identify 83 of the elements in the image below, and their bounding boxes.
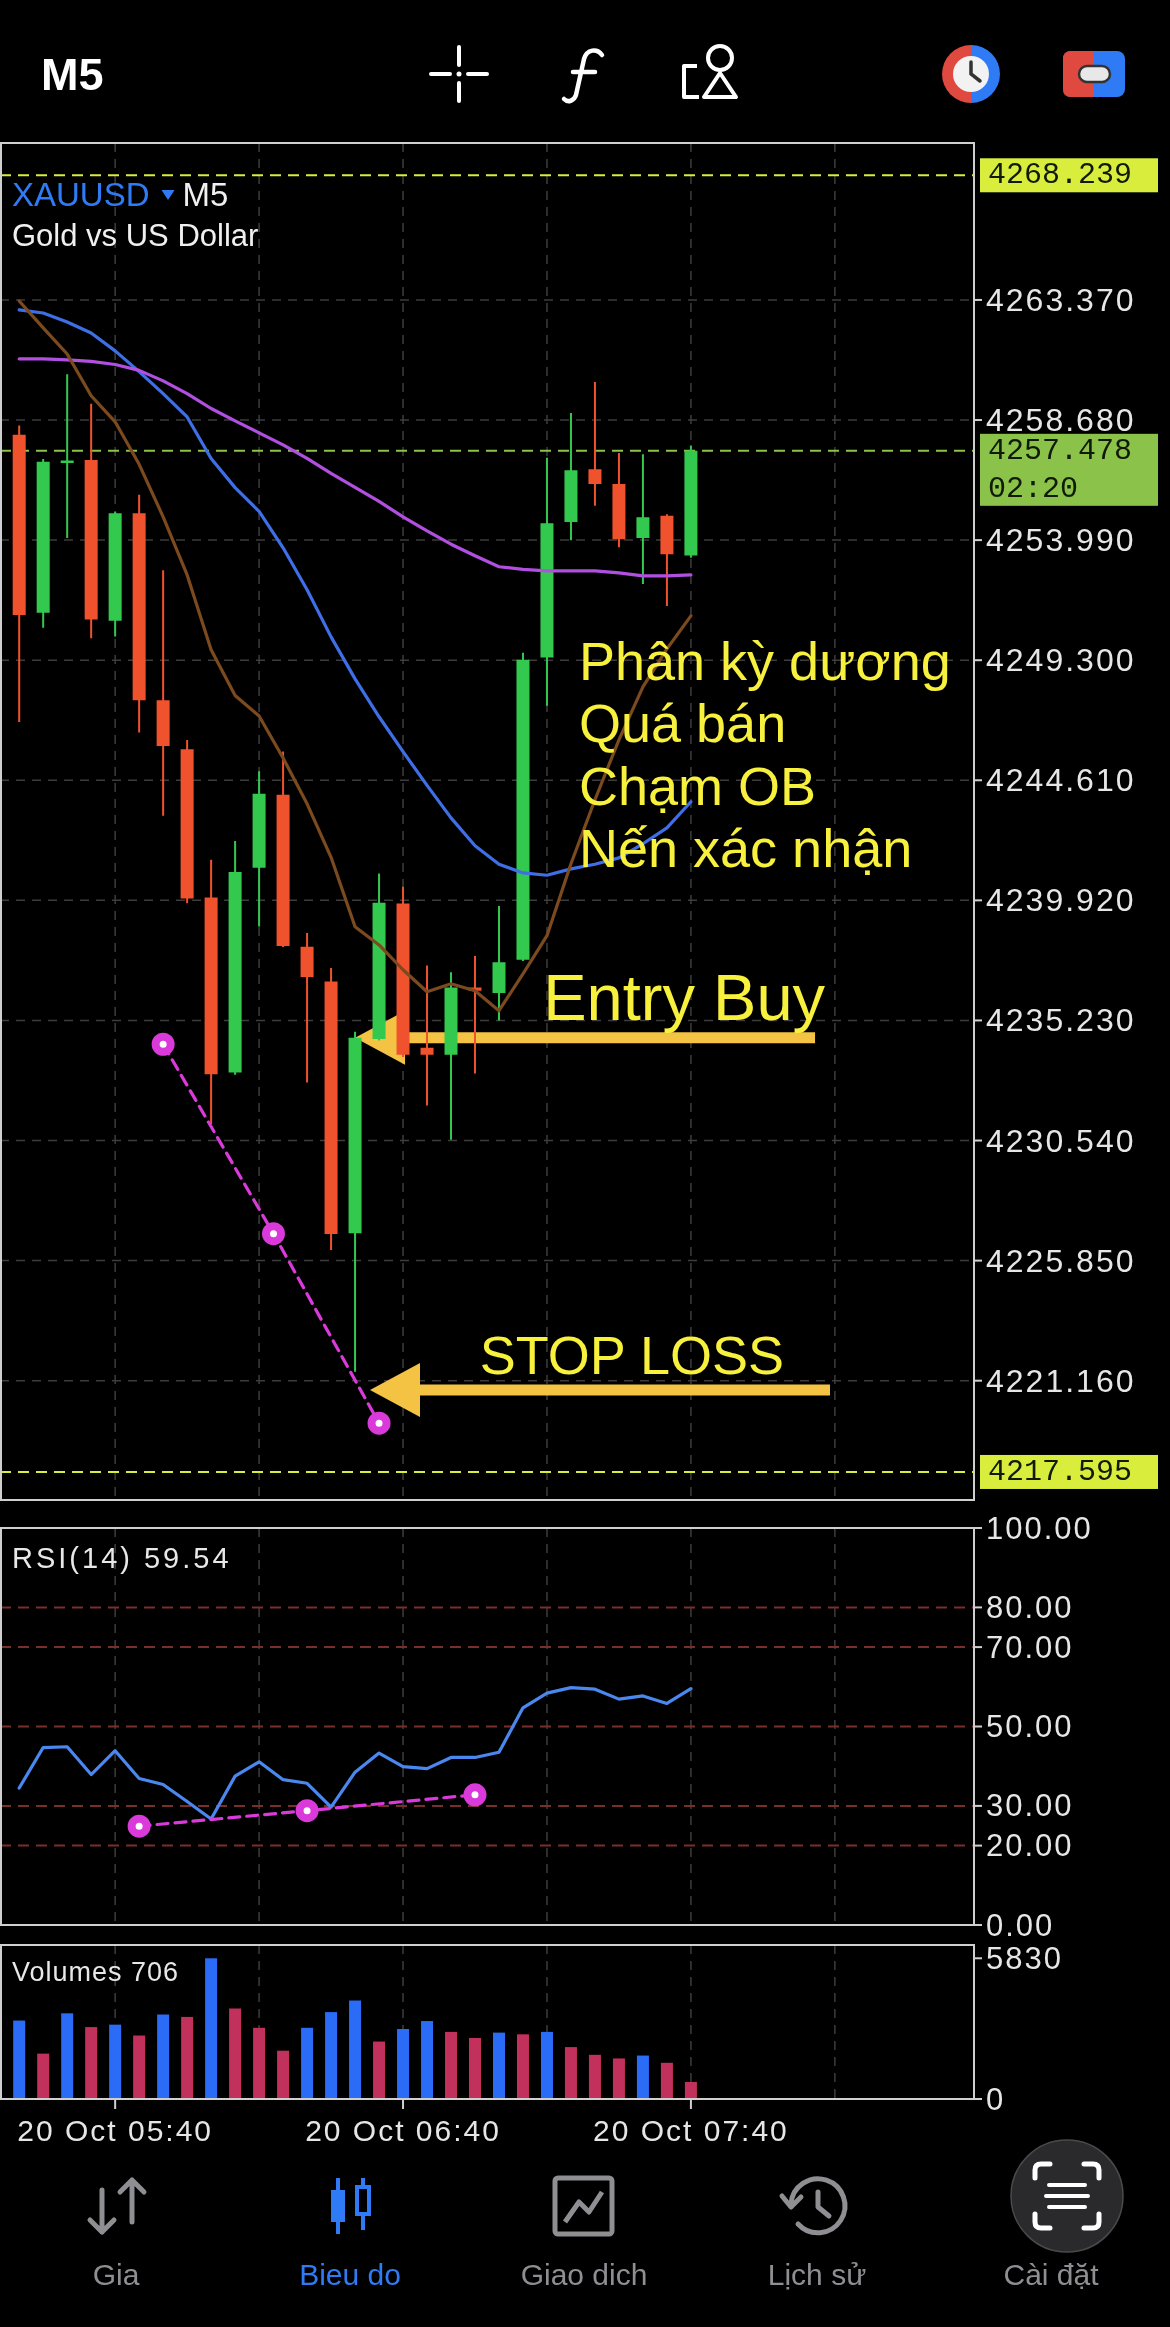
y-tick-label: 4263.370 (986, 281, 1136, 318)
y-tick-label: 4253.990 (986, 522, 1136, 559)
y-tick-label: 4244.610 (986, 762, 1136, 799)
bar (588, 2054, 601, 2099)
annotation: Entry Buy (543, 960, 826, 1034)
bar (181, 2016, 194, 2099)
chart-title: Volumes 706 (12, 1957, 180, 1987)
y-tick-label: 5830 (986, 1940, 1063, 1976)
bar (349, 2000, 362, 2099)
point (127, 1814, 151, 1838)
y-tick-label: 100.00 (986, 1510, 1093, 1546)
x-tick-label: 20 Oct 07:40 (593, 2113, 789, 2147)
bar (85, 2027, 98, 2099)
point (261, 1222, 285, 1246)
bar (61, 2013, 74, 2099)
bar (493, 2032, 505, 2099)
text: Cài đặt (1003, 2258, 1100, 2291)
bar (445, 2031, 458, 2099)
line-series (17, 357, 693, 578)
bar (469, 2037, 482, 2099)
bar (325, 2012, 338, 2099)
y-tick-label: 4249.300 (986, 642, 1136, 679)
bar (397, 2029, 410, 2099)
point (151, 1032, 175, 1056)
y-tick-label: 50.00 (986, 1709, 1074, 1744)
bar (516, 2034, 529, 2099)
y-tick-label: 4230.540 (986, 1122, 1136, 1159)
bar (13, 2020, 26, 2099)
text: Gia (92, 2258, 140, 2291)
candlestick (468, 955, 482, 1074)
bar (421, 2021, 434, 2099)
y-tick-label: 4235.230 (986, 1002, 1136, 1039)
point (463, 1783, 487, 1807)
y-tick-label: 4221.160 (986, 1362, 1136, 1399)
bar (540, 2031, 553, 2099)
bar (133, 2035, 146, 2099)
line-series (17, 1685, 693, 1821)
candlestick (300, 932, 314, 1083)
text: Bieu do (299, 2258, 401, 2291)
text: Giao dich (520, 2258, 648, 2291)
bar (660, 2062, 673, 2099)
ref-line-label: 4268.239 (988, 158, 1133, 193)
bar (373, 2041, 386, 2099)
text: Lịch sử (767, 2258, 867, 2291)
bar (564, 2047, 577, 2099)
ref-line-label: 4217.595 (988, 1454, 1133, 1489)
annotation: Chạm OB (579, 755, 817, 816)
candlestick (588, 381, 602, 506)
y-tick-label: 20.00 (986, 1828, 1074, 1864)
y-tick-label: 4239.920 (986, 882, 1136, 919)
bar (636, 2055, 649, 2099)
bar (229, 2008, 242, 2099)
y-tick-label: 70.00 (986, 1629, 1074, 1665)
bar (109, 2024, 122, 2099)
candlestick (60, 374, 74, 539)
annotation: STOP LOSS (479, 1325, 784, 1385)
candlestick (636, 454, 650, 584)
text: M5 (41, 49, 104, 100)
annotation: Quá bán (579, 693, 787, 754)
point (295, 1799, 319, 1823)
candlestick (156, 570, 170, 816)
x-tick-label: 20 Oct 06:40 (305, 2113, 501, 2147)
bar (684, 2081, 697, 2099)
y-tick-label: 4225.850 (986, 1242, 1136, 1279)
bar (253, 2027, 266, 2099)
annotation: M5 (182, 176, 229, 213)
x-tick-label: 20 Oct 05:40 (17, 2113, 214, 2147)
text: XAUUSD (12, 176, 150, 213)
bar (157, 2014, 170, 2099)
bar (37, 2053, 50, 2099)
point (367, 1411, 391, 1435)
annotation: Phân kỳ dương (579, 631, 951, 691)
text: Gold vs US Dollar (12, 218, 259, 253)
bar (612, 2058, 625, 2099)
candlestick (420, 965, 434, 1106)
bar (205, 1958, 218, 2099)
text: RSI(14) 59.54 (12, 1542, 232, 1574)
y-tick-label: 80.00 (986, 1589, 1074, 1625)
y-tick-label: 30.00 (986, 1788, 1074, 1824)
y-tick-label: 0 (986, 2081, 1006, 2117)
bar (277, 2050, 290, 2099)
y-tick-label: 0.00 (986, 1907, 1055, 1943)
bar (301, 2027, 314, 2099)
